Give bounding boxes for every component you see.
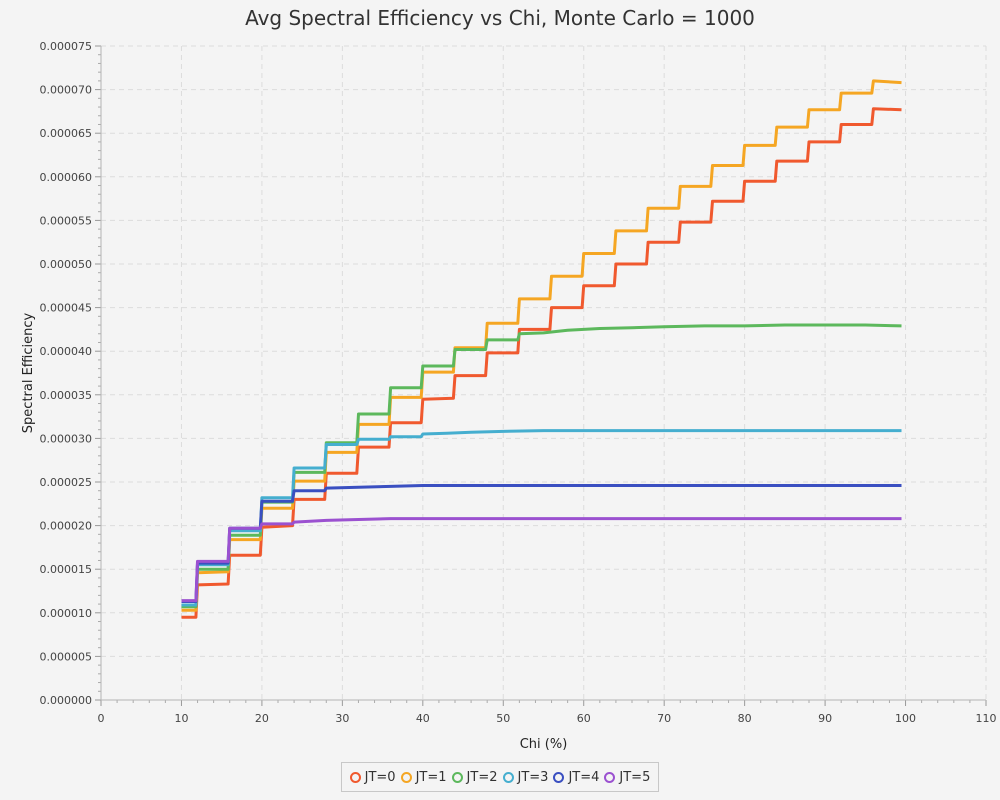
x-tick-label: 20 (255, 712, 269, 725)
y-tick-label: 0.000030 (40, 432, 93, 445)
legend-label: JT=1 (415, 769, 447, 785)
legend-label: JT=2 (466, 769, 498, 785)
series-line-jt0 (181, 107, 902, 619)
x-tick-label: 90 (818, 712, 832, 725)
x-tick-label: 10 (174, 712, 188, 725)
y-tick-label: 0.000050 (40, 258, 93, 271)
y-tick-label: 0.000040 (40, 345, 93, 358)
legend-swatch (349, 771, 361, 783)
y-tick-label: 0.000025 (40, 476, 93, 489)
x-tick-label: 60 (577, 712, 591, 725)
legend-swatch (400, 771, 412, 783)
chart-title: Avg Spectral Efficiency vs Chi, Monte Ca… (245, 6, 755, 30)
x-tick-label: 0 (98, 712, 105, 725)
y-tick-label: 0.000015 (40, 563, 93, 576)
series-lines (181, 79, 902, 619)
x-tick-label: 80 (738, 712, 752, 725)
x-tick-label: 70 (657, 712, 671, 725)
y-tick-label: 0.000075 (40, 40, 93, 53)
series-line-jt5 (181, 517, 902, 603)
y-tick-label: 0.000055 (40, 214, 93, 227)
legend-item-jt0: JT=0 (349, 769, 396, 785)
legend: JT=0 JT=1 JT=2 JT=3 JT=4 JT=5 (341, 762, 659, 792)
y-tick-label: 0.000010 (40, 607, 93, 620)
legend-label: JT=5 (619, 769, 651, 785)
legend-label: JT=3 (517, 769, 549, 785)
x-tick-label: 30 (335, 712, 349, 725)
y-tick-label: 0.000070 (40, 84, 93, 97)
x-tick-label: 50 (496, 712, 510, 725)
legend-swatch (502, 771, 514, 783)
x-axis-label: Chi (%) (520, 737, 568, 752)
legend-item-jt2: JT=2 (451, 769, 498, 785)
series-line-jt2 (181, 323, 902, 609)
legend-swatch (451, 771, 463, 783)
legend-item-jt5: JT=5 (604, 770, 650, 785)
legend-item-jt4: JT=4 (553, 770, 599, 785)
grid (101, 45, 987, 700)
legend-swatch (604, 771, 616, 783)
y-tick-label: 0.000035 (40, 389, 93, 402)
y-tick-label: 0.000020 (40, 520, 93, 533)
legend-label: JT=4 (568, 769, 600, 785)
legend-swatch (553, 771, 565, 783)
y-tick-label: 0.000045 (40, 302, 93, 315)
legend-label: JT=0 (364, 769, 396, 785)
y-tick-label: 0.000065 (40, 127, 93, 140)
axes: 0.000000 0.000005 0.000010 0.000015 0.000020… (40, 40, 997, 725)
series-line-jt3 (181, 429, 902, 607)
legend-item-jt3: JT=3 (502, 769, 549, 785)
legend-item-jt1: JT=1 (400, 769, 447, 785)
y-tick-label: 0.000005 (40, 650, 93, 663)
y-axis-label: Spectral Efficiency (21, 312, 36, 433)
x-tick-label: 110 (976, 712, 997, 725)
y-tick-label: 0.000000 (40, 694, 93, 707)
x-tick-label: 40 (416, 712, 430, 725)
x-tick-label: 100 (895, 712, 916, 725)
y-tick-label: 0.000060 (40, 171, 93, 184)
